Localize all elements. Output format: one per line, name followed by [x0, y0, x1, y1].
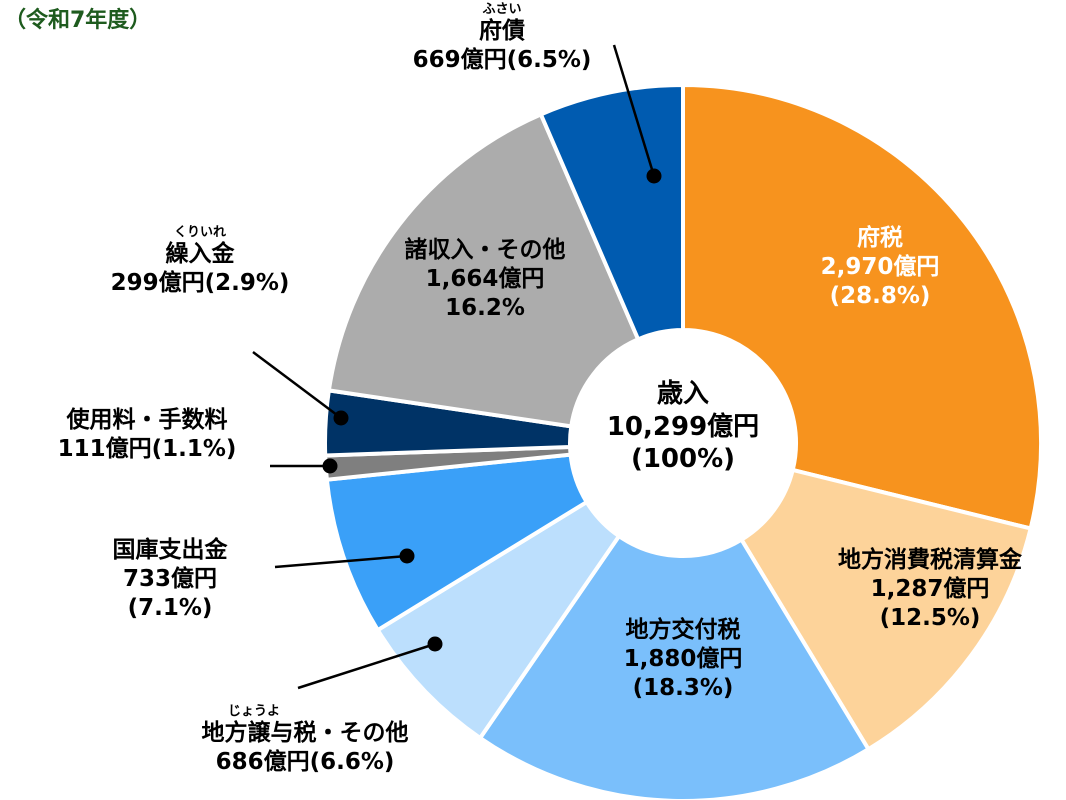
leader-dot-shiyou	[322, 458, 338, 474]
slice-label-shiyou: 使用料・手数料 111億円(1.1%)	[22, 406, 272, 464]
fusai-name: 府債	[479, 18, 525, 44]
kurire-name: 繰入金	[165, 241, 235, 267]
jouyo-ruby: じょうよ	[228, 704, 281, 719]
leader-dot-kokko	[399, 548, 415, 564]
donut-slice-5	[324, 452, 590, 633]
donut-slice-8	[326, 111, 641, 429]
koufu-name: 地方交付税	[625, 617, 741, 643]
leader-dot-fusai	[646, 168, 662, 184]
seisan-name: 地方消費税清算金	[838, 547, 1022, 573]
donut-slice-3	[477, 533, 872, 800]
leader-line-kokko	[274, 554, 408, 569]
donut-slice-1	[681, 82, 1043, 531]
slice-label-jouyo: じょうよ 地方譲与税・その他 686億円(6.6%)	[150, 705, 460, 777]
slice-label-kurire: くりいれ 繰入金 299億円(2.9%)	[75, 226, 325, 298]
slice-label-koufu: 地方交付税 1,880億円 (18.3%)	[583, 616, 783, 702]
futax-amount: 2,970億円	[820, 253, 940, 280]
futax-percent: (28.8%)	[829, 282, 931, 309]
shoshu-amount: 1,664億円	[425, 265, 545, 292]
shiyou-amount-percent: 111億円(1.1%)	[57, 435, 237, 462]
center-percent: (100%)	[630, 444, 736, 474]
leader-dot-kurire	[333, 410, 349, 426]
koufu-amount: 1,880億円	[623, 645, 743, 672]
center-total-label: 歳入 10,299億円 (100%)	[583, 378, 783, 476]
donut-slice-2	[738, 467, 1034, 752]
jouyo-amount-percent: 686億円(6.6%)	[215, 748, 395, 775]
fusai-ruby: ふさい	[482, 2, 522, 17]
center-amount: 10,299億円	[606, 411, 760, 442]
slice-label-fusai: ふさい 府債 669億円(6.5%)	[392, 3, 612, 75]
leader-dot-jouyo	[427, 636, 443, 652]
kokko-percent: (7.1%)	[127, 594, 213, 621]
leader-line-kurire	[252, 351, 342, 419]
center-title: 歳入	[656, 379, 709, 409]
leader-line-fusai	[612, 44, 656, 177]
fiscal-year-label: （令和7年度）	[4, 8, 152, 33]
kokko-amount: 733億円	[122, 565, 217, 592]
slice-label-kokko: 国庫支出金 733億円 (7.1%)	[70, 536, 270, 622]
shoshu-name: 諸収入・その他	[404, 237, 566, 263]
shoshu-percent: 16.2%	[445, 294, 525, 321]
kurire-ruby: くりいれ	[173, 225, 226, 240]
kokko-name: 国庫支出金	[112, 537, 228, 563]
seisan-percent: (12.5%)	[879, 604, 981, 631]
slice-label-seisan: 地方消費税清算金 1,287億円 (12.5%)	[800, 546, 1060, 632]
fusai-amount-percent: 669億円(6.5%)	[412, 46, 592, 73]
kurire-amount-percent: 299億円(2.9%)	[110, 269, 290, 296]
donut-slice-9	[538, 82, 685, 342]
futax-name: 府税	[857, 225, 903, 251]
shiyou-name: 使用料・手数料	[66, 407, 228, 433]
leader-lines	[252, 44, 662, 690]
slice-label-shoshu: 諸収入・その他 1,664億円 16.2%	[370, 236, 600, 322]
jouyo-name: 地方譲与税・その他	[201, 720, 409, 746]
leader-line-jouyo	[297, 642, 436, 690]
slice-label-futax: 府税 2,970億円 (28.8%)	[780, 224, 980, 310]
seisan-amount: 1,287億円	[870, 575, 990, 602]
koufu-percent: (18.3%)	[632, 674, 734, 701]
